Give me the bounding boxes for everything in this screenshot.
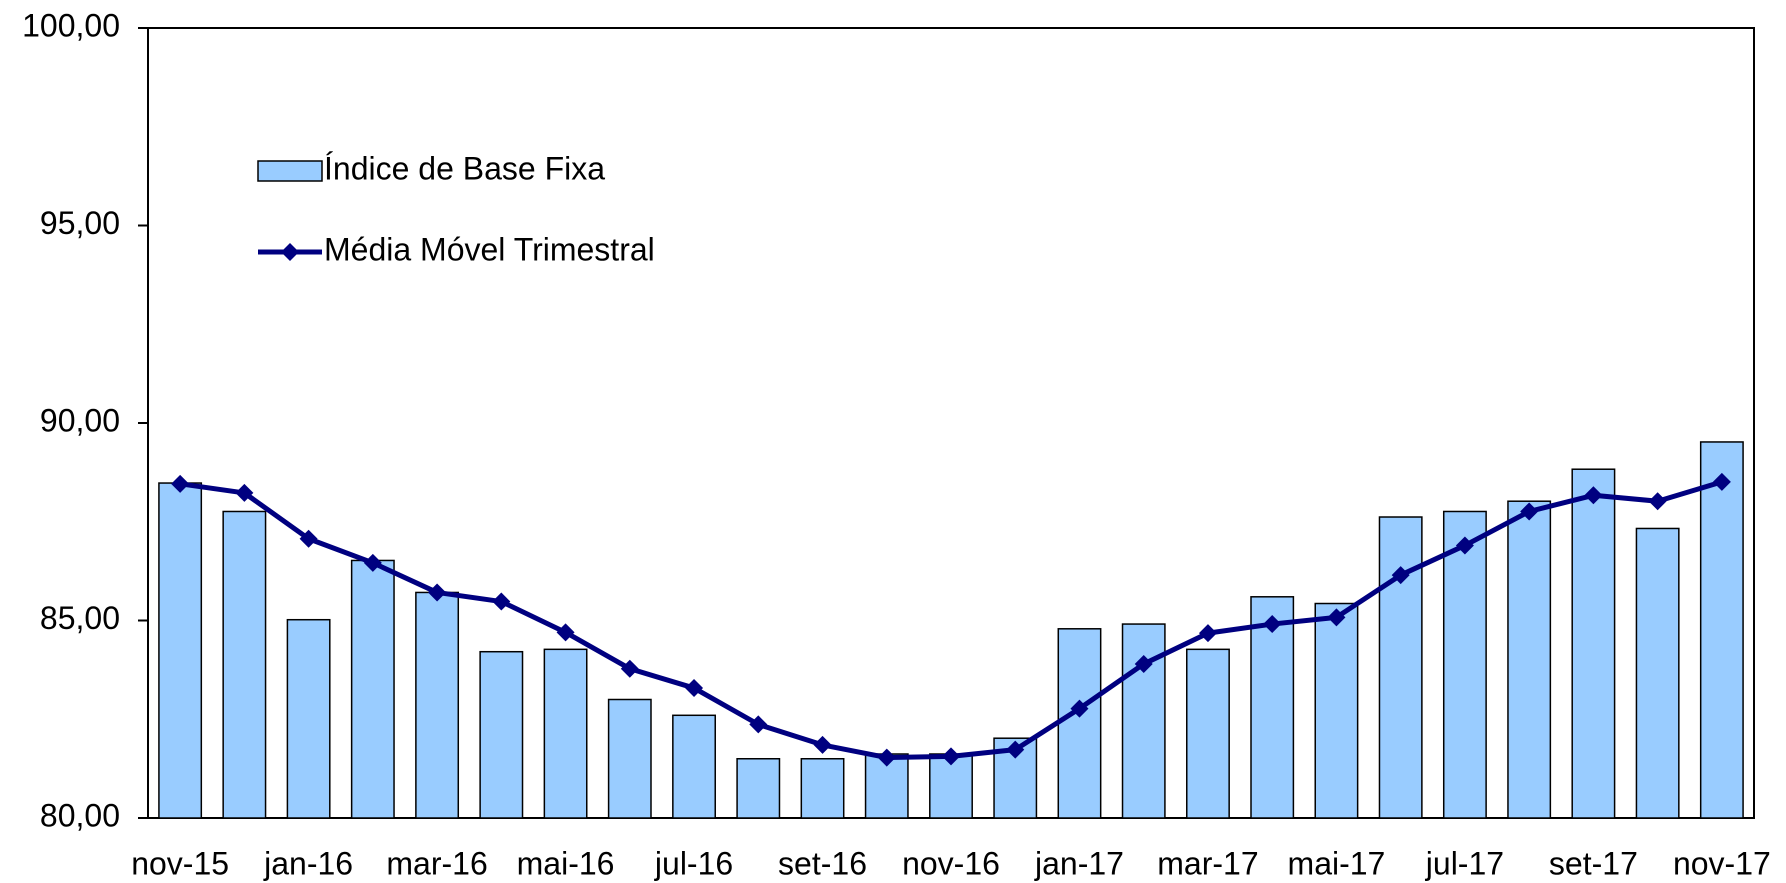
x-tick-label: jul-16 [654, 845, 733, 881]
marker [1455, 536, 1474, 555]
x-tick-label: set-17 [1549, 845, 1638, 881]
bar [607, 698, 652, 819]
x-tick-label: jul-17 [1425, 845, 1504, 881]
marker [235, 483, 254, 502]
marker [1648, 492, 1667, 511]
marker [620, 659, 639, 678]
bar [1121, 623, 1166, 819]
bar [672, 714, 716, 819]
x-tick-label: nov-15 [131, 845, 229, 881]
legend-marker [281, 243, 299, 261]
bar [1699, 441, 1744, 819]
line [179, 479, 1723, 761]
marker [1327, 608, 1346, 627]
legend-label: Índice de Base Fixa [324, 150, 605, 186]
marker [749, 715, 768, 734]
bar [1314, 602, 1359, 819]
x-tick-label: mar-16 [386, 845, 487, 881]
marker [877, 748, 896, 767]
marker [685, 679, 704, 698]
bar [479, 650, 524, 819]
bar [1442, 510, 1487, 819]
legend-label: Média Móvel Trimestral [324, 231, 655, 267]
x-tick-label: mar-17 [1157, 845, 1258, 881]
bar [1057, 628, 1102, 819]
marker [1391, 566, 1410, 585]
bar [1635, 527, 1680, 819]
x-tick-label: nov-16 [902, 845, 1000, 881]
marker [1712, 472, 1731, 491]
bar [800, 758, 845, 819]
bar [1250, 596, 1295, 819]
marker [1070, 699, 1089, 718]
x-tick-label: mai-17 [1288, 845, 1386, 881]
bar [222, 510, 267, 819]
legend-swatch [257, 160, 323, 182]
bar [158, 482, 203, 819]
bar [1186, 648, 1230, 819]
marker [813, 735, 832, 754]
x-tick-label: jan-17 [1034, 845, 1124, 881]
bar [286, 618, 331, 819]
marker [1006, 740, 1025, 759]
y-tick-label: 85,00 [40, 600, 120, 636]
marker [1520, 502, 1539, 521]
y-tick-label: 90,00 [40, 402, 120, 438]
bar [415, 591, 460, 819]
marker [1134, 654, 1153, 673]
y-tick-label: 100,00 [22, 7, 120, 43]
x-tick-label: jan-16 [263, 845, 353, 881]
marker [942, 747, 960, 766]
marker [299, 529, 318, 548]
y-tick-label: 80,00 [40, 797, 120, 833]
bar [1571, 468, 1616, 819]
bar [350, 559, 395, 819]
marker [428, 583, 447, 602]
x-tick-label: nov-17 [1673, 845, 1771, 881]
marker [1584, 486, 1603, 505]
marker [556, 623, 575, 642]
y-tick-label: 95,00 [40, 205, 120, 241]
bar [1378, 516, 1423, 819]
marker [492, 592, 511, 611]
marker [1263, 615, 1282, 634]
bar [1507, 500, 1552, 819]
marker [363, 553, 382, 572]
bar [736, 758, 781, 819]
bar [543, 648, 588, 819]
x-tick-label: set-16 [778, 845, 867, 881]
marker [1198, 624, 1217, 643]
marker [171, 474, 190, 493]
x-tick-label: mai-16 [517, 845, 615, 881]
